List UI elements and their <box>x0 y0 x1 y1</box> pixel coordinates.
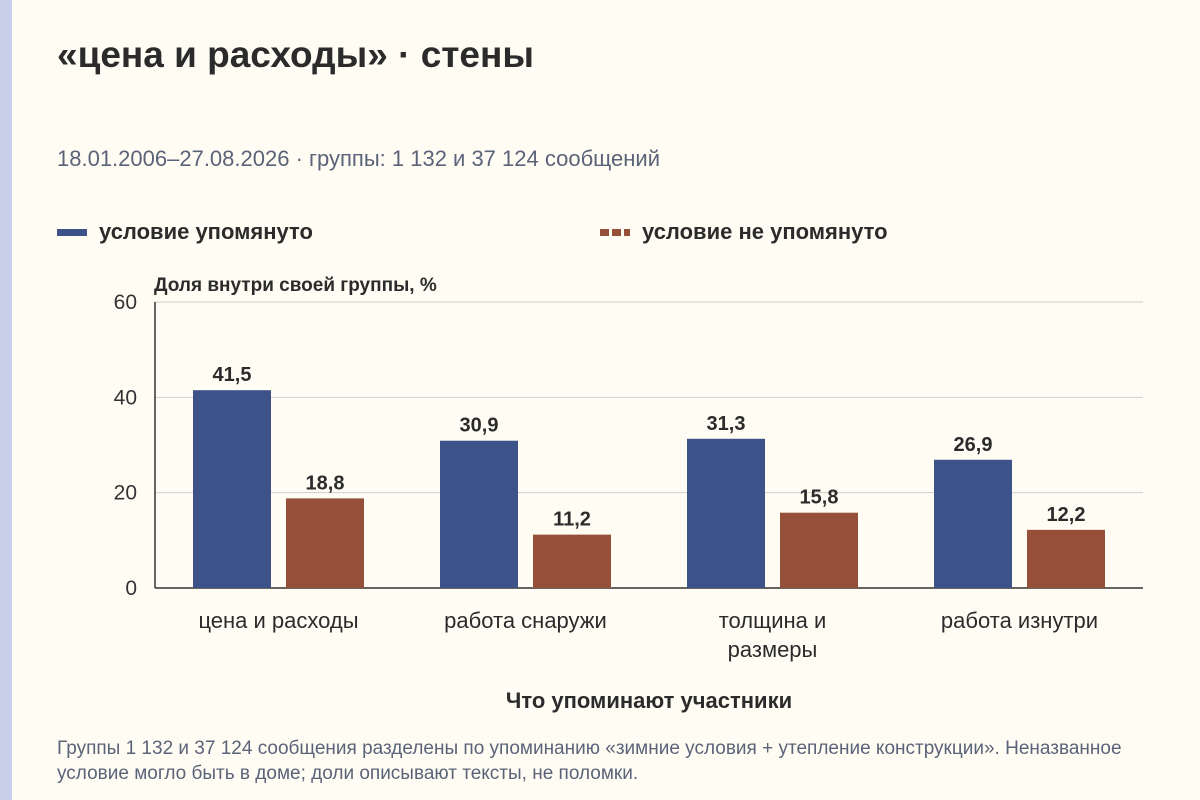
bar-value-label: 41,5 <box>213 364 252 386</box>
bar-value-label: 11,2 <box>553 509 591 531</box>
legend-label-mentioned: условие упомянуто <box>99 219 313 244</box>
bar <box>533 534 611 588</box>
y-tick-label: 20 <box>114 482 137 505</box>
bar-value-label: 18,8 <box>306 472 345 494</box>
legend-swatch-not-mentioned <box>600 228 630 236</box>
x-tick-label: толщина и <box>719 608 827 633</box>
bar-value-label: 30,9 <box>460 415 499 437</box>
bar <box>193 390 271 588</box>
page-title: «цена и расходы» · стены <box>57 34 534 75</box>
page-subtitle: 18.01.2006–27.08.2026 · группы: 1 132 и … <box>57 146 660 171</box>
y-axis-title: Доля внутри своей группы, % <box>154 275 437 296</box>
x-axis-title: Что упоминают участники <box>506 688 792 713</box>
bar-value-label: 26,9 <box>954 434 993 456</box>
bar-value-label: 12,2 <box>1047 504 1086 526</box>
y-tick-label: 60 <box>114 291 137 314</box>
bar <box>1027 529 1105 588</box>
legend-label-not-mentioned: условие не упомянуто <box>642 219 888 244</box>
bar <box>780 512 858 588</box>
x-tick-label: работа снаружи <box>444 608 607 633</box>
y-tick-label: 40 <box>114 386 137 409</box>
bar <box>687 438 765 588</box>
x-tick-label: размеры <box>728 637 818 662</box>
y-tick-label: 0 <box>125 577 137 600</box>
footnote: Группы 1 132 и 37 124 сообщения разделен… <box>57 738 1122 784</box>
legend-item-mentioned: условие упомянуто <box>57 219 313 245</box>
x-tick-label: цена и расходы <box>198 608 358 633</box>
bar <box>440 440 518 588</box>
legend-swatch-mentioned <box>57 228 87 236</box>
legend-item-not-mentioned: условие не упомянуто <box>600 219 888 245</box>
bar <box>286 498 364 588</box>
bar-value-label: 31,3 <box>707 413 746 435</box>
bar-value-label: 15,8 <box>800 487 839 509</box>
side-accent-stripe <box>0 0 12 800</box>
x-tick-label: работа изнутри <box>941 608 1098 633</box>
bar <box>934 459 1012 588</box>
